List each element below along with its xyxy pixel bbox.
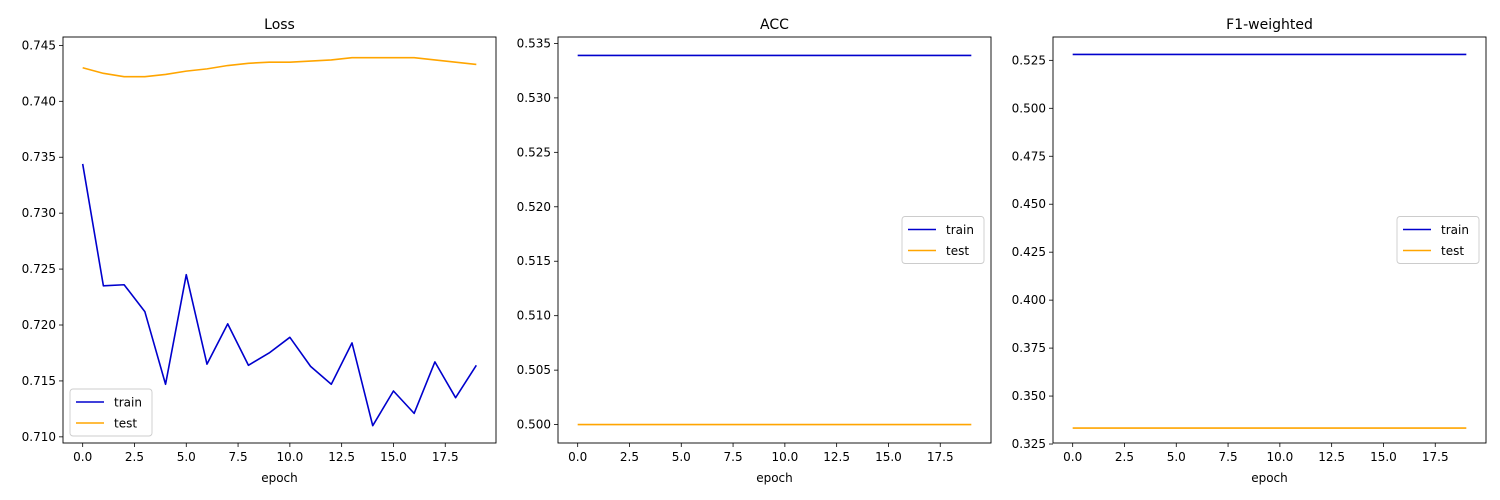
x-axis-label: epoch (756, 471, 793, 485)
y-tick-label: 0.400 (1012, 293, 1046, 307)
y-tick-label: 0.500 (517, 418, 551, 432)
y-tick-label: 0.725 (22, 262, 56, 276)
legend: train test (901, 216, 985, 264)
panel-title: Loss (264, 17, 295, 33)
x-tick-label: 17.5 (927, 450, 954, 464)
y-tick-label: 0.325 (1012, 437, 1046, 451)
y-tick-label: 0.425 (1012, 245, 1046, 259)
x-tick-label: 17.5 (432, 450, 459, 464)
x-tick-label: 2.5 (620, 450, 639, 464)
y-tick-label: 0.530 (517, 91, 551, 105)
f1-weighted-panel: F1-weighted epoch 0.0 2.5 5.0 7.5 10.0 12.5 15… (1012, 17, 1487, 485)
y-tick-label: 0.715 (22, 374, 56, 388)
x-tick-label: 12.5 (1318, 450, 1345, 464)
y-tick-label: 0.350 (1012, 389, 1046, 403)
y-tick-label: 0.515 (517, 254, 551, 268)
legend: train test (69, 388, 153, 437)
series-line-train (81, 163, 477, 427)
x-tick-label: 0.0 (73, 450, 92, 464)
axes-frame (62, 36, 497, 444)
x-tick-label: 7.5 (1219, 450, 1238, 464)
legend-label-train: train (114, 396, 142, 410)
y-tick-label: 0.720 (22, 318, 56, 332)
x-tick-label: 15.0 (875, 450, 902, 464)
x-tick-label: 10.0 (276, 450, 303, 464)
x-tick-label: 0.0 (568, 450, 587, 464)
x-tick-label: 15.0 (1370, 450, 1397, 464)
legend-box (69, 388, 153, 437)
loss-panel: Loss epoch 0.0 2.5 5.0 7.5 10.0 12.5 15.0 17.50… (22, 17, 497, 485)
x-tick-label: 5.0 (672, 450, 691, 464)
x-tick-label: 2.5 (125, 450, 144, 464)
y-tick-label: 0.730 (22, 206, 56, 220)
legend-box (1396, 216, 1480, 264)
x-tick-label: 10.0 (1266, 450, 1293, 464)
x-tick-label: 17.5 (1422, 450, 1449, 464)
panel-title: F1-weighted (1226, 17, 1313, 33)
y-tick-label: 0.450 (1012, 197, 1046, 211)
x-axis-label: epoch (1251, 471, 1288, 485)
plot-area: 0.0 2.5 5.0 7.5 10.0 12.5 15.0 17.5 0.325 0.350 0.… (1012, 36, 1487, 464)
plot-area: 0.0 2.5 5.0 7.5 10.0 12.5 15.0 17.5 0.500 0.505 0.… (517, 36, 992, 464)
y-tick-label: 0.735 (22, 150, 56, 164)
y-tick-label: 0.520 (517, 200, 551, 214)
panel-title: ACC (760, 17, 789, 33)
y-tick-label: 0.525 (517, 145, 551, 159)
x-tick-label: 7.5 (229, 450, 248, 464)
x-tick-label: 7.5 (724, 450, 743, 464)
x-tick-label: 0.0 (1063, 450, 1082, 464)
acc-panel: ACC epoch 0.0 2.5 5.0 7.5 10.0 12.5 15.0 17.50.… (517, 17, 992, 485)
y-tick-label: 0.525 (1012, 53, 1046, 67)
y-tick-label: 0.535 (517, 36, 551, 50)
x-tick-label: 10.0 (771, 450, 798, 464)
y-tick-label: 0.740 (22, 94, 56, 108)
series-line-test (82, 56, 477, 78)
y-tick-label: 0.510 (517, 309, 551, 323)
x-tick-label: 2.5 (1115, 450, 1134, 464)
legend-label-test: test (946, 244, 969, 258)
y-tick-label: 0.745 (22, 38, 56, 52)
x-tick-label: 5.0 (177, 450, 196, 464)
legend-box (901, 216, 985, 264)
x-axis-label: epoch (261, 471, 298, 485)
y-tick-label: 0.475 (1012, 149, 1046, 163)
axes-frame (557, 36, 992, 444)
legend-label-train: train (1441, 223, 1469, 237)
plot-area: 0.0 2.5 5.0 7.5 10.0 12.5 15.0 17.5 0.710 0.715 0.… (22, 36, 497, 464)
legend-label-train: train (946, 223, 974, 237)
x-tick-label: 12.5 (328, 450, 355, 464)
legend-label-test: test (114, 417, 137, 431)
y-tick-label: 0.500 (1012, 101, 1046, 115)
y-tick-label: 0.710 (22, 430, 56, 444)
x-tick-label: 15.0 (380, 450, 407, 464)
x-tick-label: 5.0 (1167, 450, 1186, 464)
legend-label-test: test (1441, 244, 1464, 258)
y-tick-label: 0.375 (1012, 341, 1046, 355)
axes-frame (1052, 36, 1487, 444)
legend: train test (1396, 216, 1480, 264)
x-tick-label: 12.5 (823, 450, 850, 464)
y-tick-label: 0.505 (517, 363, 551, 377)
